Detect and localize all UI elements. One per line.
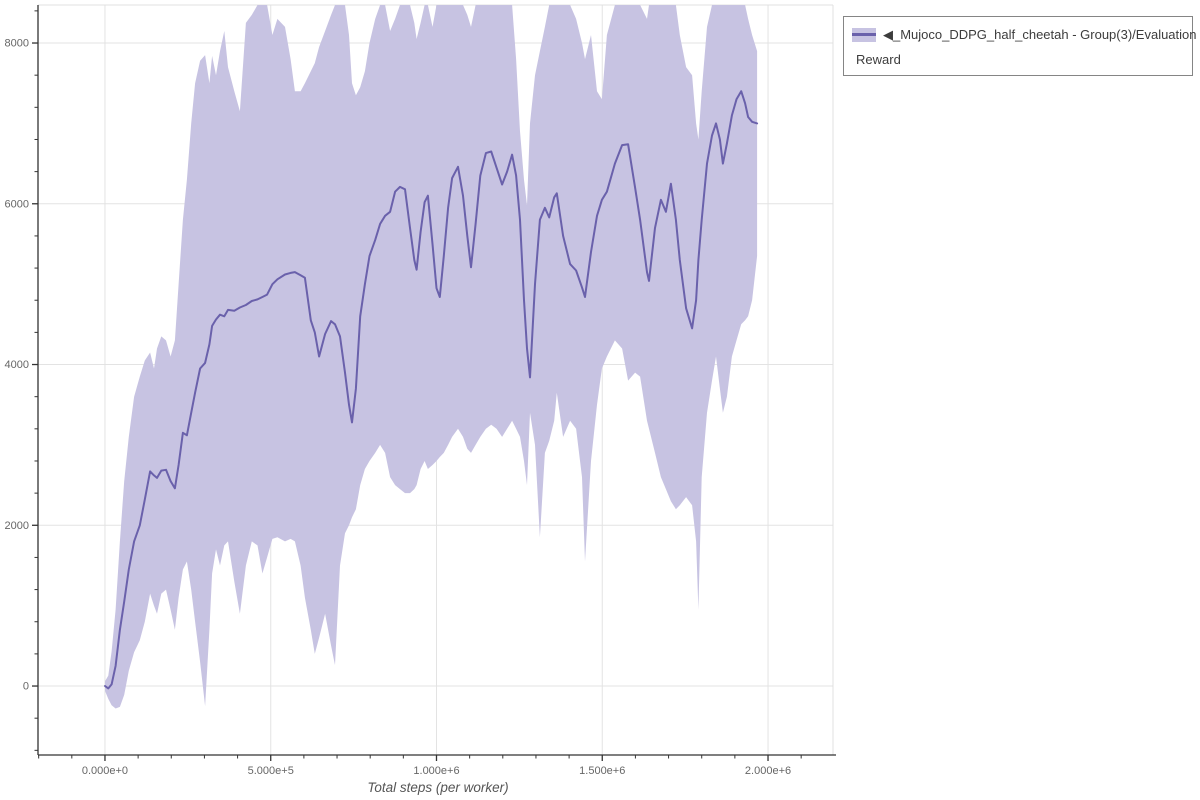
confidence-band xyxy=(105,5,758,709)
legend: ◀_Mujoco_DDPG_half_cheetah - Group(3)/Ev… xyxy=(843,16,1197,76)
legend-label-line2: Reward xyxy=(856,52,901,67)
x-axis-title: Total steps (per worker) xyxy=(367,780,509,795)
y-tick-label: 2000 xyxy=(5,520,29,532)
x-tick-label: 1.500e+6 xyxy=(579,765,625,777)
x-tick-label: 2.000e+6 xyxy=(745,765,791,777)
x-tick-label: 5.000e+5 xyxy=(248,765,294,777)
x-tick-label: 0.000e+0 xyxy=(82,765,128,777)
legend-swatch-icon xyxy=(852,27,876,42)
mean-reward-line xyxy=(104,90,759,690)
y-tick-label: 4000 xyxy=(5,359,29,371)
legend-item[interactable]: ◀_Mujoco_DDPG_half_cheetah - Group(3)/Ev… xyxy=(852,22,1197,47)
y-tick-label: 6000 xyxy=(5,198,29,210)
y-tick-label: 0 xyxy=(23,681,29,693)
y-tick-label: 8000 xyxy=(5,38,29,50)
x-tick-label: 1.000e+6 xyxy=(413,765,459,777)
legend-label-line1: ◀_Mujoco_DDPG_half_cheetah - Group(3)/Ev… xyxy=(883,27,1197,42)
legend-swatch-line-icon xyxy=(852,33,876,36)
